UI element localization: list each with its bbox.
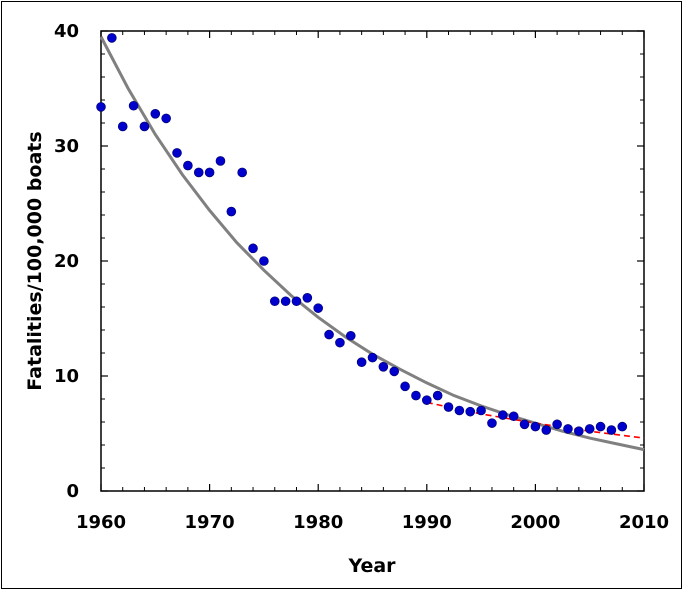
data-point bbox=[454, 405, 465, 416]
x-axis-title: Year bbox=[347, 555, 396, 577]
data-point bbox=[508, 411, 519, 422]
data-point bbox=[421, 395, 432, 405]
y-tick-label: 10 bbox=[54, 366, 79, 387]
data-point bbox=[574, 426, 584, 437]
data-point bbox=[606, 425, 617, 435]
data-point bbox=[617, 421, 628, 432]
x-tick-label: 1990 bbox=[402, 512, 452, 533]
data-point bbox=[476, 405, 486, 416]
y-tick-label: 30 bbox=[54, 136, 79, 157]
data-point bbox=[107, 33, 117, 43]
data-point bbox=[335, 337, 345, 348]
x-tick-label: 2000 bbox=[510, 512, 560, 533]
data-point bbox=[259, 256, 269, 266]
data-point bbox=[411, 390, 421, 401]
data-point bbox=[226, 206, 237, 217]
data-point bbox=[367, 352, 378, 363]
data-point bbox=[530, 421, 541, 432]
data-point bbox=[215, 156, 226, 166]
data-point bbox=[269, 296, 280, 307]
data-point bbox=[291, 296, 302, 307]
data-point bbox=[161, 113, 171, 124]
x-tick-label: 2010 bbox=[619, 512, 669, 533]
data-point bbox=[487, 418, 497, 428]
data-point bbox=[443, 402, 454, 412]
data-point bbox=[248, 243, 258, 254]
data-point bbox=[552, 419, 562, 430]
y-tick-label: 40 bbox=[54, 21, 79, 42]
data-point bbox=[432, 390, 443, 401]
x-tick-label: 1970 bbox=[185, 512, 235, 533]
data-point bbox=[465, 406, 476, 417]
data-point bbox=[595, 421, 606, 432]
fit-curve bbox=[99, 36, 645, 452]
data-point bbox=[150, 109, 161, 119]
data-point bbox=[356, 357, 367, 368]
data-point bbox=[139, 121, 150, 132]
y-tick-label: 20 bbox=[54, 251, 79, 272]
data-point bbox=[117, 121, 128, 132]
data-point bbox=[541, 425, 552, 435]
data-point bbox=[498, 410, 508, 420]
data-point bbox=[324, 329, 334, 340]
data-point bbox=[389, 366, 400, 377]
data-point bbox=[193, 167, 204, 178]
data-point bbox=[237, 167, 247, 178]
data-point bbox=[172, 148, 182, 158]
data-point bbox=[204, 167, 215, 178]
data-point bbox=[345, 330, 356, 341]
data-point bbox=[183, 160, 193, 171]
x-tick-label: 1980 bbox=[293, 512, 343, 533]
data-point bbox=[378, 361, 389, 372]
data-point bbox=[302, 292, 313, 303]
data-point bbox=[400, 381, 410, 392]
data-point bbox=[280, 296, 291, 307]
y-axis-title: Fatalities/100,000 boats bbox=[24, 131, 46, 390]
data-point bbox=[563, 424, 573, 434]
data-point bbox=[313, 303, 324, 313]
data-point bbox=[128, 100, 139, 111]
x-tick-label: 1960 bbox=[76, 512, 126, 533]
y-tick-label: 0 bbox=[66, 481, 79, 502]
plot-area-border bbox=[100, 30, 645, 492]
data-point bbox=[96, 102, 106, 112]
data-point bbox=[519, 419, 530, 430]
data-point bbox=[584, 424, 595, 434]
